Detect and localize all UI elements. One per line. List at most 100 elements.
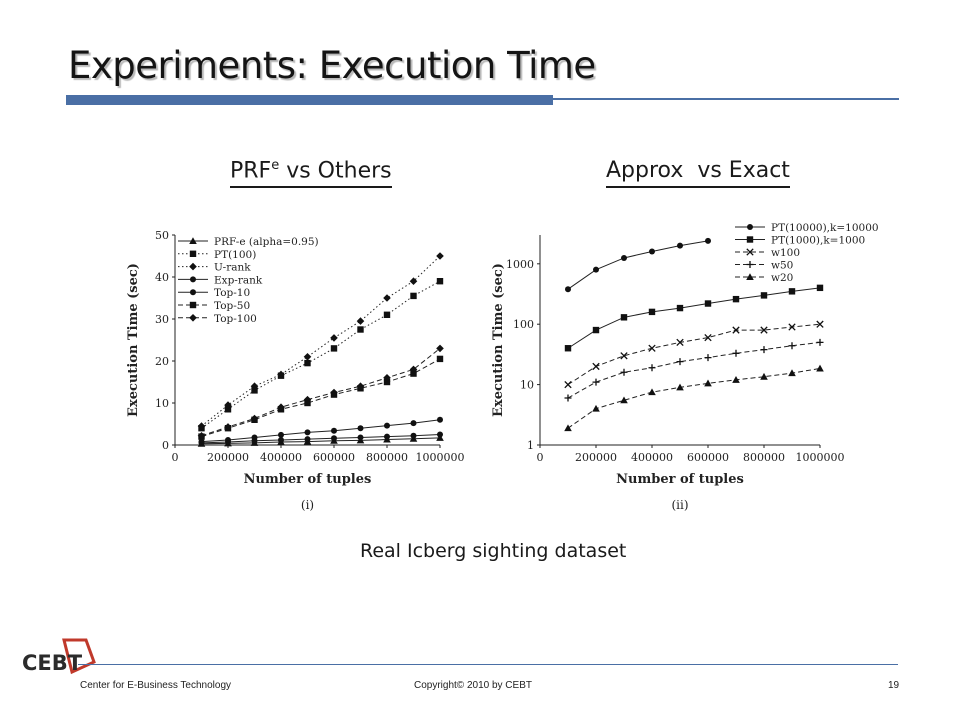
data-point: [816, 364, 824, 372]
footer-divider: [78, 664, 898, 665]
data-point: [409, 277, 418, 285]
data-point: [621, 254, 627, 261]
data-point: [278, 436, 284, 443]
subtitle-left-main: PRF: [230, 158, 272, 184]
series-7: [197, 344, 444, 440]
data-point: [760, 292, 768, 299]
data-point: [410, 432, 417, 439]
series-line: [201, 419, 441, 443]
y-tick-label: 10: [520, 379, 534, 392]
data-point: [409, 365, 418, 374]
data-point: [251, 434, 258, 441]
data-point: [649, 248, 655, 255]
data-point: [564, 380, 572, 389]
data-point: [278, 431, 284, 438]
data-point: [224, 423, 232, 431]
series-line: [567, 341, 821, 399]
data-point: [620, 314, 628, 321]
data-point: [760, 346, 768, 354]
data-point: [564, 394, 572, 402]
data-point: [816, 338, 824, 346]
x-axis-label: Number of tuples: [244, 472, 372, 487]
subtitle-left-rest: vs Others: [279, 158, 392, 184]
x-tick-label: 600000: [313, 451, 355, 464]
data-point: [620, 352, 628, 360]
y-axis-label: Execution Time (sec): [491, 263, 506, 417]
legend-marker: [746, 248, 754, 256]
panel-label: (i): [301, 498, 314, 512]
data-point: [225, 436, 231, 443]
data-point: [331, 435, 337, 442]
data-point: [410, 420, 417, 427]
y-tick-label: 20: [155, 355, 169, 368]
legend-marker: [190, 289, 196, 296]
dataset-caption: Real Icberg sighting dataset: [360, 540, 627, 562]
slide-title: Experiments: Execution Time: [68, 44, 596, 87]
legend-entry: PT(1000),k=1000: [771, 235, 865, 247]
data-point: [760, 326, 768, 334]
legend-entry: Top-100: [214, 313, 257, 325]
x-tick-label: 200000: [575, 451, 617, 464]
data-point: [436, 344, 444, 353]
legend-entry: w100: [771, 247, 800, 259]
data-point: [224, 401, 232, 409]
data-point: [732, 295, 740, 303]
data-point: [304, 436, 311, 443]
data-point: [704, 354, 712, 362]
data-point: [330, 388, 338, 397]
y-tick-label: 10: [155, 397, 169, 410]
title-accent-bar: [66, 95, 553, 105]
data-point: [564, 424, 572, 432]
x-tick-label: 200000: [207, 451, 249, 464]
data-point: [437, 431, 443, 438]
legend-marker: [189, 237, 197, 244]
data-point: [676, 383, 684, 391]
x-tick-label: 400000: [260, 451, 302, 464]
data-point: [705, 237, 711, 244]
series-5: [564, 364, 824, 432]
subtitle-right: Approx vs Exact: [606, 158, 790, 188]
data-point: [592, 378, 600, 386]
data-point: [648, 364, 656, 372]
title-accent-line: [553, 98, 899, 100]
panel-label: (ii): [671, 498, 688, 512]
x-tick-label: 800000: [366, 451, 408, 464]
data-point: [732, 376, 740, 383]
data-point: [676, 358, 684, 366]
data-point: [592, 362, 600, 371]
y-tick-label: 100: [513, 318, 534, 331]
data-point: [357, 425, 364, 432]
y-tick-label: 40: [155, 271, 169, 284]
data-point: [251, 387, 258, 394]
legend-entry: Top-50: [214, 300, 250, 312]
data-point: [224, 406, 232, 413]
legend-entry: w50: [771, 260, 793, 272]
series-4: [564, 338, 824, 402]
data-point: [648, 388, 656, 396]
data-point: [816, 320, 824, 328]
legend-entry: PT(10000),k=10000: [771, 222, 879, 234]
data-point: [564, 345, 572, 352]
data-point: [704, 379, 712, 387]
subtitle-left-sup: e: [271, 158, 280, 173]
series-3: [197, 252, 444, 430]
data-point: [732, 349, 740, 357]
data-point: [277, 403, 285, 411]
data-point: [676, 304, 684, 312]
legend-entry: PRF-e (alpha=0.95): [214, 236, 319, 248]
legend-marker: [190, 276, 196, 283]
legend-marker: [746, 273, 754, 280]
data-point: [437, 416, 443, 423]
data-point: [331, 427, 337, 434]
data-point: [357, 326, 364, 333]
data-point: [592, 404, 600, 412]
data-point: [410, 292, 417, 300]
x-tick-label: 0: [172, 451, 179, 464]
data-point: [436, 252, 444, 260]
series-line: [201, 348, 441, 437]
data-point: [788, 288, 796, 295]
legend-marker: [189, 314, 197, 322]
data-point: [384, 433, 390, 440]
series-line: [567, 240, 709, 290]
